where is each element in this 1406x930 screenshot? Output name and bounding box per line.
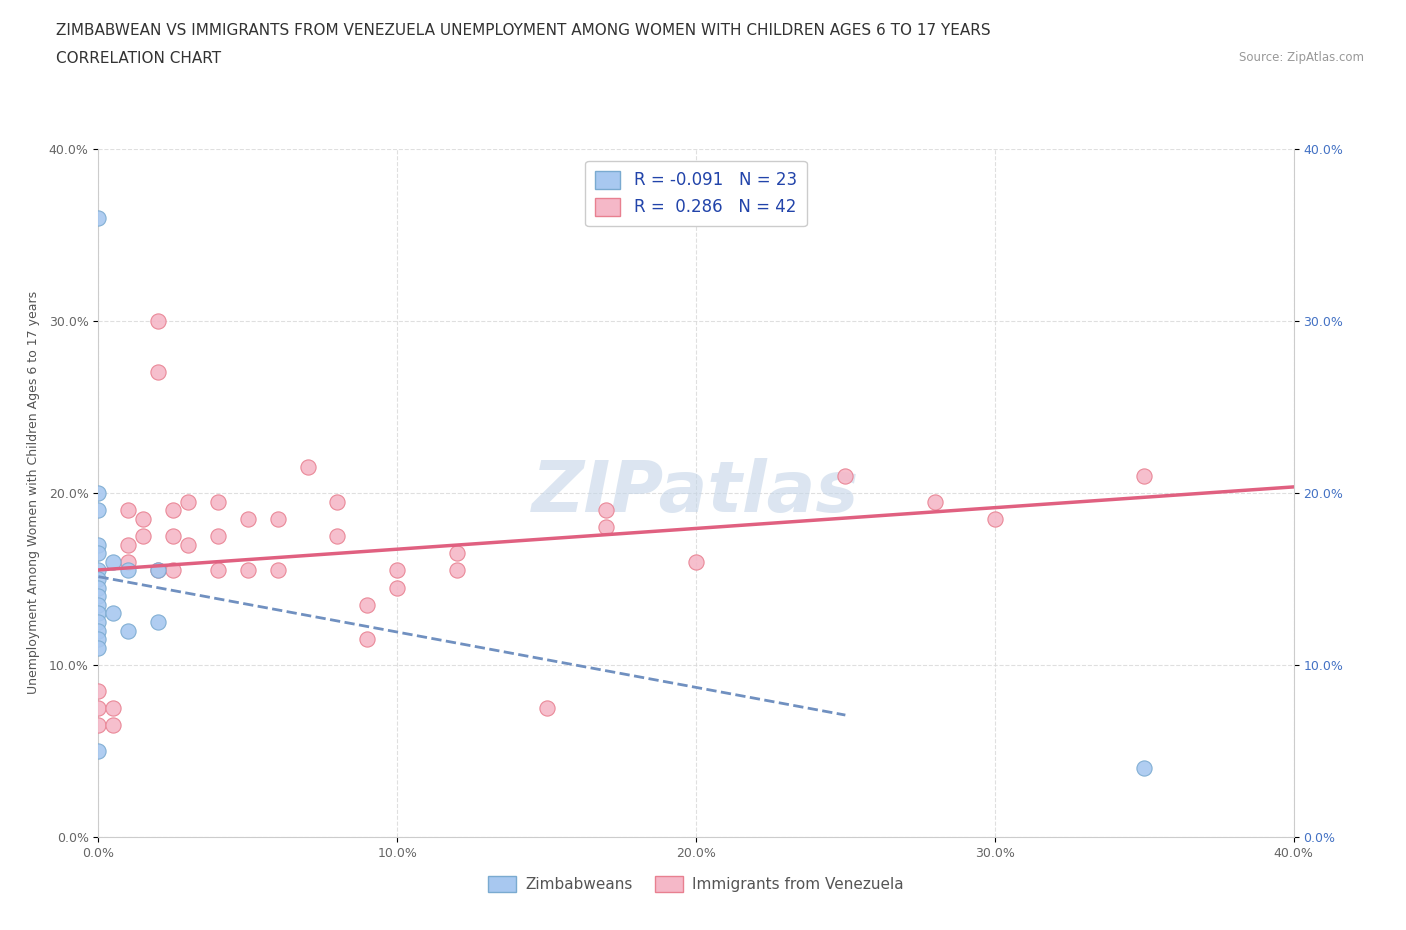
Legend: Zimbabweans, Immigrants from Venezuela: Zimbabweans, Immigrants from Venezuela xyxy=(482,870,910,898)
Point xyxy=(1133,761,1156,776)
Point xyxy=(103,700,125,715)
Point xyxy=(87,572,110,587)
Point xyxy=(148,563,170,578)
Point xyxy=(87,623,110,638)
Point xyxy=(132,528,155,543)
Point xyxy=(117,563,139,578)
Text: Source: ZipAtlas.com: Source: ZipAtlas.com xyxy=(1239,51,1364,64)
Point xyxy=(177,538,200,552)
Point xyxy=(236,563,259,578)
Text: ZIPatlas: ZIPatlas xyxy=(533,458,859,527)
Point xyxy=(148,615,170,630)
Point xyxy=(87,606,110,621)
Point xyxy=(297,459,319,474)
Point xyxy=(87,684,110,698)
Point xyxy=(207,494,229,509)
Point xyxy=(103,606,125,621)
Point xyxy=(162,563,184,578)
Point xyxy=(385,563,409,578)
Point xyxy=(87,485,110,500)
Point xyxy=(87,563,110,578)
Point xyxy=(385,580,409,595)
Text: ZIMBABWEAN VS IMMIGRANTS FROM VENEZUELA UNEMPLOYMENT AMONG WOMEN WITH CHILDREN A: ZIMBABWEAN VS IMMIGRANTS FROM VENEZUELA … xyxy=(56,23,991,38)
Point xyxy=(536,700,558,715)
Point xyxy=(446,546,468,561)
Point xyxy=(685,554,707,569)
Point xyxy=(103,718,125,733)
Point xyxy=(834,469,856,484)
Point xyxy=(87,700,110,715)
Point xyxy=(326,494,349,509)
Point xyxy=(162,528,184,543)
Point xyxy=(87,615,110,630)
Point xyxy=(87,546,110,561)
Point xyxy=(595,503,617,518)
Point xyxy=(117,538,139,552)
Point xyxy=(87,744,110,759)
Y-axis label: Unemployment Among Women with Children Ages 6 to 17 years: Unemployment Among Women with Children A… xyxy=(28,291,41,695)
Point xyxy=(356,631,378,646)
Point xyxy=(103,554,125,569)
Point xyxy=(87,641,110,656)
Point xyxy=(117,623,139,638)
Point xyxy=(207,563,229,578)
Point xyxy=(117,503,139,518)
Point xyxy=(132,512,155,526)
Text: CORRELATION CHART: CORRELATION CHART xyxy=(56,51,221,66)
Point xyxy=(117,554,139,569)
Point xyxy=(984,512,1007,526)
Point xyxy=(1133,469,1156,484)
Point xyxy=(87,631,110,646)
Point xyxy=(87,718,110,733)
Point xyxy=(356,597,378,612)
Point xyxy=(162,503,184,518)
Point xyxy=(87,597,110,612)
Point xyxy=(87,210,110,225)
Point xyxy=(87,580,110,595)
Point xyxy=(267,512,290,526)
Point xyxy=(446,563,468,578)
Point xyxy=(87,538,110,552)
Point xyxy=(326,528,349,543)
Point xyxy=(924,494,946,509)
Point xyxy=(148,563,170,578)
Point xyxy=(87,503,110,518)
Point xyxy=(177,494,200,509)
Point xyxy=(148,313,170,328)
Point xyxy=(207,528,229,543)
Point xyxy=(148,365,170,380)
Point xyxy=(267,563,290,578)
Point xyxy=(87,589,110,604)
Point xyxy=(236,512,259,526)
Point xyxy=(595,520,617,535)
